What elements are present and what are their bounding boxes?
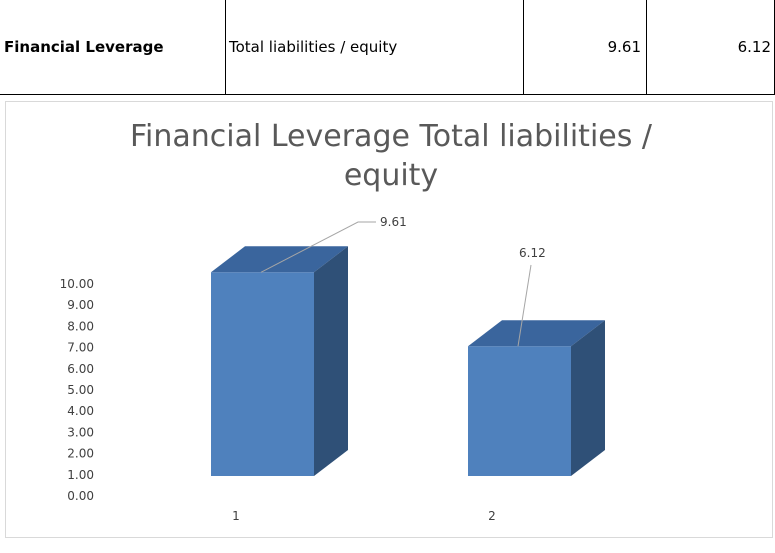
data-label-1: 9.61 [380, 215, 407, 229]
chart-frame: Financial Leverage Total liabilities / e… [5, 101, 773, 538]
x-tick-label: 1 [232, 509, 240, 523]
y-tick-label: 6.00 [67, 362, 94, 376]
bar-top-1 [211, 246, 348, 273]
y-tick-label: 3.00 [67, 425, 94, 439]
bar-top-2 [468, 320, 605, 347]
metric-name-cell: Financial Leverage [0, 0, 226, 95]
value-1-cell: 9.61 [524, 0, 647, 95]
bar-front-2 [468, 346, 571, 476]
data-label-leader-2 [517, 264, 532, 347]
y-tick-label: 1.00 [67, 468, 94, 482]
y-tick-label: 0.00 [67, 489, 94, 503]
y-tick-label: 2.00 [67, 447, 94, 461]
y-tick-label: 10.00 [60, 277, 94, 291]
data-label-2: 6.12 [519, 246, 546, 260]
data-label-leader-1 [260, 221, 376, 273]
y-tick-label: 8.00 [67, 319, 94, 333]
formula-cell: Total liabilities / equity [226, 0, 524, 95]
y-tick-label: 4.00 [67, 404, 94, 418]
chart-title-line-2: equity [344, 158, 438, 193]
bar-chart: Financial Leverage Total liabilities / e… [60, 119, 653, 523]
bar-side-2 [571, 320, 605, 476]
y-tick-label: 9.00 [67, 298, 94, 312]
y-axis: 0.00 1.00 2.00 3.00 4.00 5.00 6.00 7.00 8.00 9.00… [60, 277, 94, 503]
bar-side-1 [314, 246, 348, 476]
value-2-cell: 6.12 [647, 0, 775, 95]
bar-front-1 [211, 272, 314, 476]
y-tick-label: 7.00 [67, 341, 94, 355]
data-table-row: Financial Leverage Total liabilities / e… [0, 0, 775, 97]
bars: 9.61 6.12 [211, 215, 605, 476]
x-tick-label: 2 [488, 509, 496, 523]
y-tick-label: 5.00 [67, 383, 94, 397]
chart-title-line-1: Financial Leverage Total liabilities / [130, 119, 653, 154]
